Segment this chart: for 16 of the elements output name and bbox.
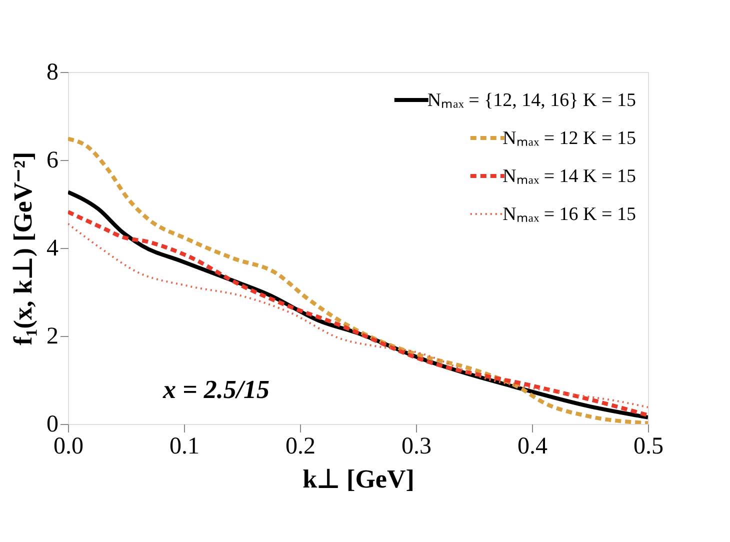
x-tick-label: 0.2 (286, 434, 316, 460)
y-tick-label: 6 (46, 148, 58, 174)
legend-label: Nₘₐₓ = 14 K = 15 (502, 166, 636, 187)
annotation: x = 2.5/15 (162, 375, 270, 404)
x-axis-title: k⊥ [GeV] (302, 464, 414, 494)
y-tick-label: 8 (46, 60, 58, 86)
y-tick-label: 4 (46, 236, 58, 262)
y-tick-label: 2 (46, 324, 58, 350)
legend-label: Nₘₐₓ = 16 K = 15 (502, 204, 636, 225)
x-tick-label: 0.3 (402, 434, 432, 460)
x-tick-label: 0.1 (170, 434, 200, 460)
legend-label: Nₘₐₓ = 12 K = 15 (502, 128, 636, 149)
legend-label: Nₘₐₓ = {12, 14, 16} K = 15 (427, 90, 636, 111)
x-tick-label: 0.5 (634, 434, 664, 460)
y-axis-title: f₁(x, k⊥) [GeV⁻²] (8, 152, 38, 346)
x-tick-label: 0.4 (518, 434, 548, 460)
